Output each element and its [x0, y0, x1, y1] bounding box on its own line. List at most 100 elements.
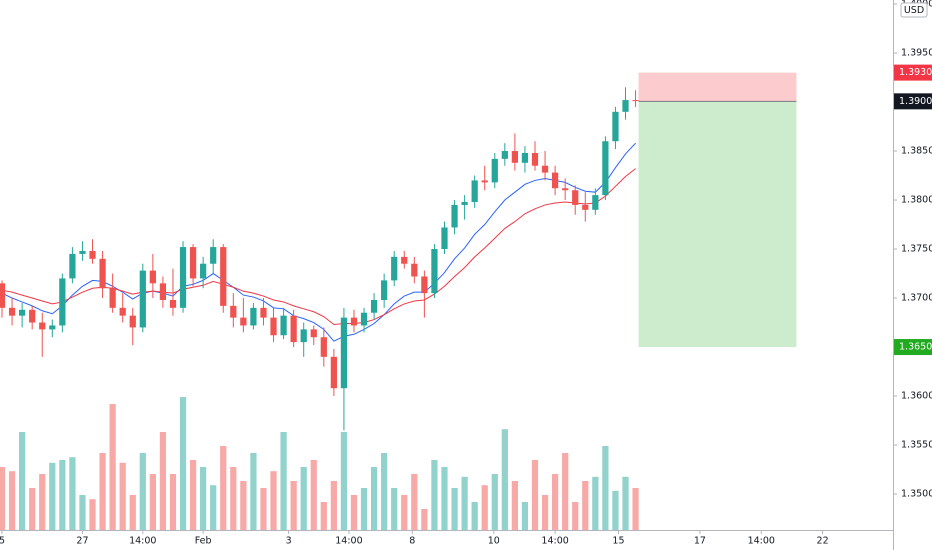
volume-bar: [300, 467, 307, 530]
volume-bar: [210, 485, 217, 530]
volume-bar: [632, 488, 639, 530]
volume-bar: [401, 495, 408, 530]
volume-bar: [431, 460, 438, 530]
candle-body: [99, 258, 106, 289]
volume-bar: [441, 467, 448, 530]
volume-bar: [471, 502, 478, 530]
y-tick-label: 1.38000: [901, 195, 932, 206]
volume-bar: [541, 495, 549, 530]
candle-body: [19, 309, 26, 316]
volume-bar: [230, 467, 237, 530]
candle-body: [49, 325, 56, 330]
target-zone: [638, 101, 797, 348]
volume-bar: [602, 446, 609, 530]
candle-body: [461, 201, 468, 205]
volume-bar: [340, 432, 348, 530]
candle-body: [89, 250, 96, 259]
volume-bar: [200, 467, 207, 530]
volume-bar: [501, 429, 508, 530]
candle-body: [612, 111, 619, 142]
candle-body: [531, 152, 539, 166]
candle-body: [572, 190, 579, 205]
candle-body: [551, 172, 559, 189]
volume-bar: [99, 453, 106, 530]
volume-bar: [109, 404, 116, 530]
volume-bar: [250, 453, 257, 530]
volume-bar: [330, 481, 337, 530]
volume-bar: [89, 499, 96, 530]
volume-bar: [139, 453, 146, 530]
volume-bar: [562, 453, 569, 530]
candle-body: [189, 247, 197, 279]
candle-body: [340, 317, 348, 389]
volume-bar: [220, 446, 227, 530]
x-tick-label: 17: [694, 536, 706, 547]
candle-body: [521, 152, 529, 163]
candle-body: [300, 329, 307, 343]
candle-body: [401, 256, 408, 264]
candle-body: [431, 249, 438, 294]
candle-body: [501, 151, 508, 159]
candle-body: [602, 141, 609, 196]
volume-bar: [159, 432, 167, 530]
y-tick-label: 1.35000: [901, 489, 932, 500]
x-tick-label: 15: [612, 536, 624, 547]
volume-bar: [370, 467, 378, 530]
volume-bar: [491, 474, 498, 530]
volume-bar: [59, 460, 66, 530]
candle-body: [632, 100, 639, 102]
volume-bar: [350, 495, 358, 530]
currency-label: USD: [904, 5, 924, 16]
candle-body: [109, 288, 116, 308]
candle-body: [119, 307, 126, 316]
volume-bar: [320, 502, 327, 530]
volume-bar: [260, 488, 267, 530]
candle-body: [129, 315, 136, 328]
x-tick-label: 14:00: [541, 536, 568, 547]
time-axis-bg: [0, 530, 932, 550]
candle-body: [582, 204, 589, 210]
volume-bar: [119, 462, 126, 530]
candle-body: [310, 329, 317, 338]
candle-body: [210, 247, 217, 264]
volume-bar: [0, 467, 6, 530]
candle-body: [421, 276, 428, 294]
candle-body: [149, 270, 156, 284]
target-badge-label: 1.36500: [899, 342, 932, 353]
candle-body: [39, 322, 46, 330]
x-tick-label: 22: [817, 536, 829, 547]
candle-body: [491, 158, 498, 183]
candle-body: [562, 188, 569, 191]
candle-body: [139, 270, 146, 328]
moving-average: [1, 142, 636, 342]
entry-badge-label: 1.39007: [899, 96, 932, 107]
candle-body: [280, 315, 287, 336]
volume-bar: [381, 453, 388, 530]
moving-average: [1, 168, 636, 326]
y-tick-label: 1.38500: [901, 146, 932, 157]
y-tick-label: 1.36000: [901, 391, 932, 402]
candle-body: [370, 299, 378, 313]
volume-bar: [29, 488, 36, 530]
candle-body: [220, 247, 227, 306]
volume-bar: [582, 481, 589, 530]
candle-body: [200, 263, 207, 279]
volume-bar: [290, 481, 297, 530]
volume-bar: [592, 476, 599, 530]
volume-bar: [179, 397, 187, 530]
candle-body: [622, 100, 629, 112]
y-tick-label: 1.37500: [901, 244, 932, 255]
volume-bar: [310, 460, 317, 530]
currency-box: [900, 2, 928, 18]
x-tick-label: 3: [286, 536, 292, 547]
volume-bar: [8, 471, 16, 530]
candle-body: [270, 317, 277, 336]
candle-body: [59, 278, 66, 326]
y-tick-label: 1.39500: [901, 48, 932, 59]
volume-bar: [19, 432, 26, 530]
volume-bar: [69, 457, 76, 530]
candle-body: [541, 165, 549, 173]
candle-body: [592, 195, 599, 210]
